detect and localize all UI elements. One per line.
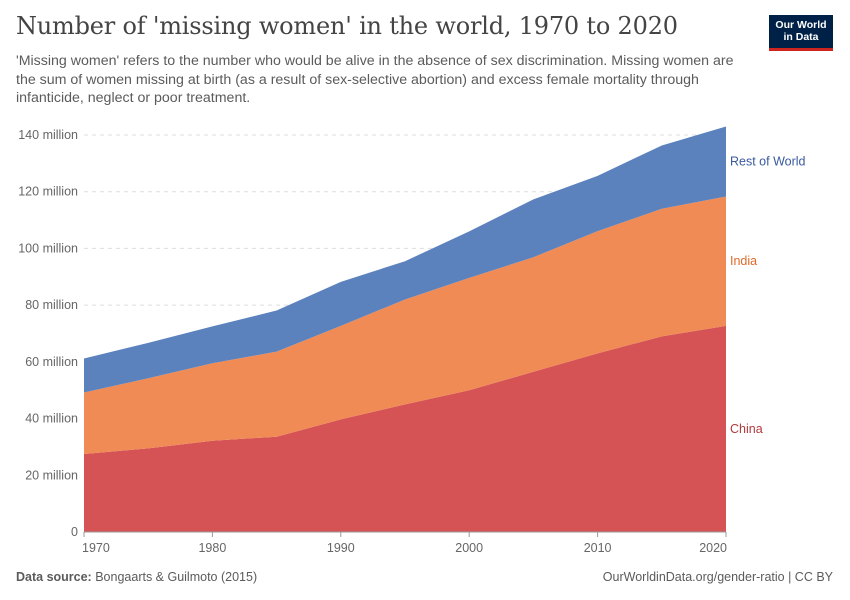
x-tick-label: 2020 [699, 541, 727, 555]
x-tick-label: 1970 [82, 541, 110, 555]
area-rest-of-world[interactable] [84, 126, 726, 393]
series-labels: China India Rest of World [730, 155, 806, 436]
axes: 0 20 million 40 million 60 million 80 millio… [18, 128, 727, 555]
chart-title: Number of 'missing women' in the world, … [16, 12, 678, 40]
area-india[interactable] [84, 196, 726, 455]
y-tick-label: 0 [71, 525, 78, 539]
stacked-areas [84, 126, 726, 532]
y-tick-label: 80 million [25, 298, 78, 312]
area-china[interactable] [84, 325, 726, 532]
series-label-china: China [730, 422, 763, 436]
x-tick-label: 1980 [198, 541, 226, 555]
source-text: Bongaarts & Guilmoto (2015) [95, 570, 258, 584]
series-label-rest-of-world: Rest of World [730, 155, 806, 169]
y-tick-label: 140 million [18, 128, 78, 142]
x-tick-label: 1990 [327, 541, 355, 555]
data-source: Data source: Bongaarts & Guilmoto (2015) [16, 570, 257, 584]
x-tick-label: 2000 [455, 541, 483, 555]
y-tick-label: 40 million [25, 412, 78, 426]
x-tick-label: 2010 [584, 541, 612, 555]
source-label: Data source: [16, 570, 92, 584]
area-chart: 0 20 million 40 million 60 million 80 millio… [18, 126, 806, 555]
source-url[interactable]: OurWorldinData.org/gender-ratio | CC BY [602, 570, 833, 584]
y-tick-label: 60 million [25, 355, 78, 369]
series-label-india: India [730, 254, 757, 268]
y-tick-label: 100 million [18, 241, 78, 255]
y-tick-label: 120 million [18, 185, 78, 199]
y-tick-label: 20 million [25, 468, 78, 482]
owid-logo[interactable]: Our World in Data [769, 15, 833, 51]
logo-text: Our World in Data [775, 19, 827, 43]
chart-subtitle: 'Missing women' refers to the number who… [16, 53, 734, 106]
